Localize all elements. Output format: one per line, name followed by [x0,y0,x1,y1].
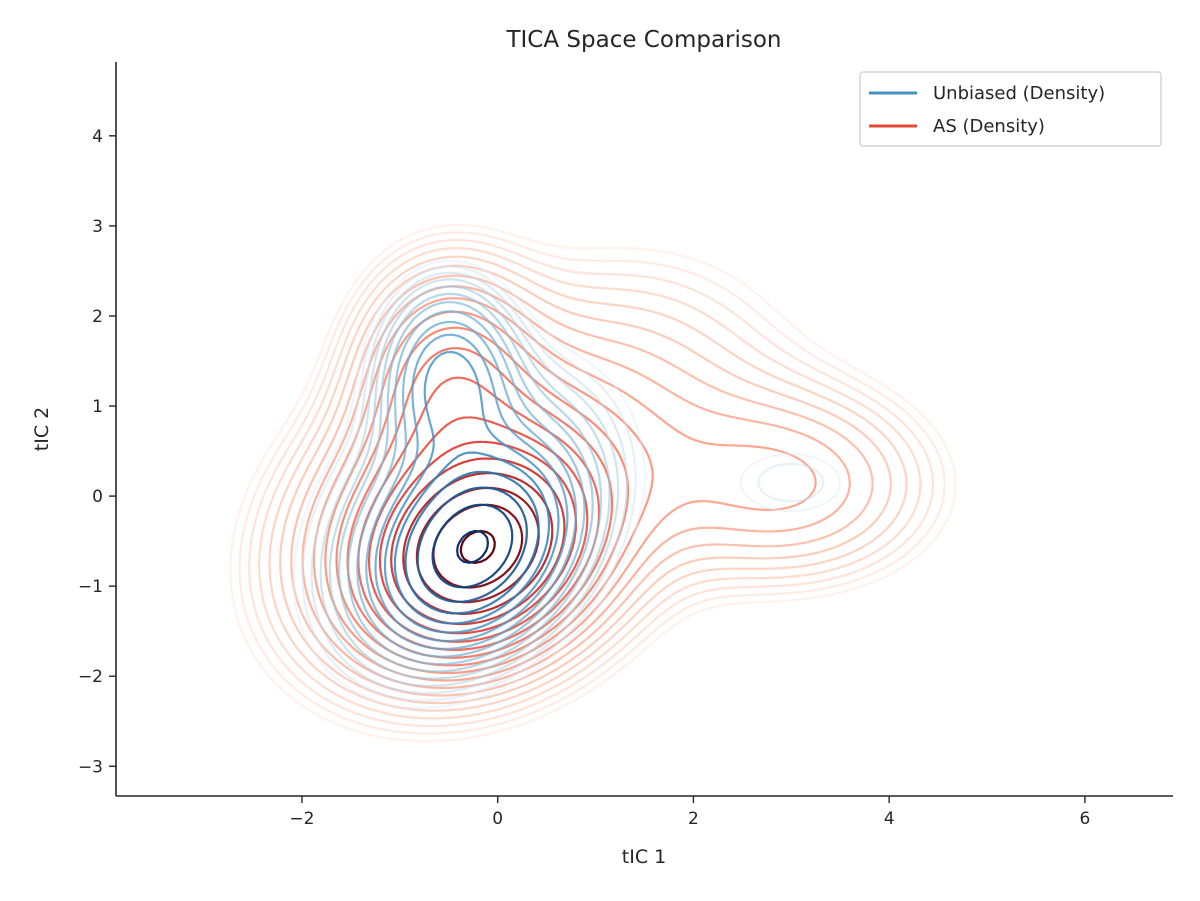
legend-frame [859,71,1162,147]
unbiased-density-contour-level-10 [374,333,569,643]
legend: Unbiased (Density) AS (Density) [859,71,1162,147]
x-tick-label: 2 [688,809,699,829]
unbiased-density-contour-level-11 [383,350,560,634]
as-density-contour-level-2 [238,231,946,735]
unbiased-density-contour-level-1 [292,259,841,709]
x-tick-label: 0 [492,809,503,829]
as-density-contour-level-8 [301,285,851,690]
unbiased-density-contour-level-3 [310,271,628,695]
x-tick-label: 4 [884,809,895,829]
unbiased-density-contour-level-12 [393,451,551,625]
unbiased-density-contour-level-7 [347,301,594,666]
unbiased-density-contour-level-14 [416,486,528,603]
y-tick-label: 2 [92,307,103,327]
unbiased-density-contour-level-5 [328,285,611,680]
legend-label-as: AS (Density) [933,116,1045,137]
y-tick-label: −1 [78,577,103,597]
unbiased-density-contour-level-6 [338,292,603,673]
y-tick-label: 1 [92,397,103,417]
unbiased-density-contour-level-15 [431,503,514,589]
as-density-contour-level-5 [268,255,908,712]
as-density-contour-level-1 [229,223,957,743]
x-axis-label: tIC 1 [622,846,666,868]
legend-label-unbiased: Unbiased (Density) [933,83,1105,104]
as-density-contour-level-6 [279,264,892,705]
unbiased-density-contour-level-16 [456,529,489,564]
as-density-contour-level-9 [312,297,817,682]
y-axis-label: tIC 2 [31,407,53,451]
as-density-contour-level-3 [248,238,935,728]
x-tick-label: −2 [289,809,314,829]
unbiased-density-contour-level-8 [356,310,586,658]
unbiased-density-contour-level-9 [365,320,577,650]
y-tick-label: 3 [92,217,103,237]
unbiased-density-contour-level-13 [404,470,540,615]
x-tick-label: 6 [1080,809,1091,829]
as-density-contours [229,223,957,743]
as-density-contour-level-7 [290,274,874,697]
y-tick-label: −3 [78,757,103,777]
y-tick-label: 4 [92,127,103,147]
y-tick-label: −2 [78,667,103,687]
unbiased-density-contours [292,259,841,709]
y-tick-label: 0 [92,487,103,507]
as-density-contour-level-19 [432,503,524,589]
chart-title: TICA Space Comparison [505,27,781,53]
as-density-contour-level-4 [258,247,922,720]
unbiased-density-contour-level-2 [301,265,825,702]
y-axis-ticks: −3 −2 −1 0 1 2 3 4 [78,127,116,777]
x-axis-ticks: −2 0 2 4 6 [289,796,1090,829]
unbiased-density-contour-level-4 [319,278,620,687]
